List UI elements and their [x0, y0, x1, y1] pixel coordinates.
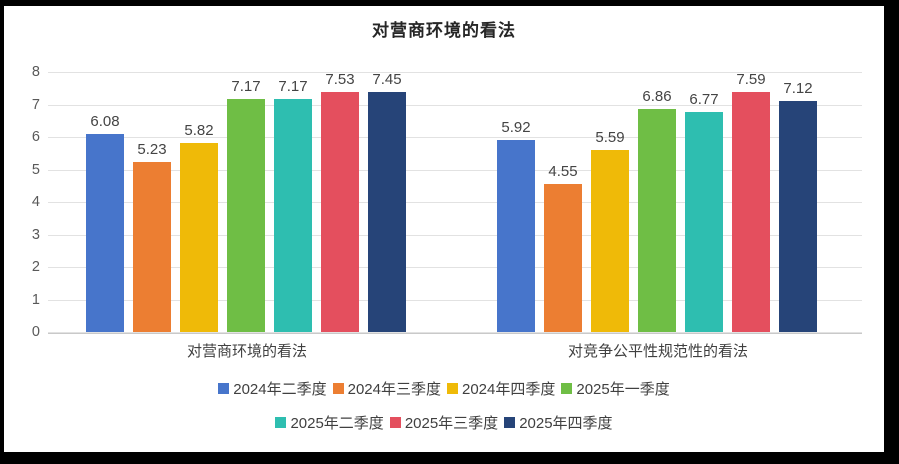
legend-label: 2025年一季度: [576, 381, 670, 398]
x-axis-label-business-environment: 对营商环境的看法: [186, 343, 307, 360]
gridline: [48, 267, 862, 268]
legend-label: 2024年四季度: [462, 381, 556, 398]
bar-2024年四季度: 5.82: [180, 72, 218, 332]
bar-rect: [732, 92, 770, 332]
bar-value-label: 7.17: [231, 77, 261, 95]
legend-item: 2025年二季度: [275, 412, 384, 433]
legend-row: 2024年二季度 2024年三季度 2024年四季度 2025年一季度: [218, 378, 670, 399]
gridline: [48, 202, 862, 203]
legend-item: 2024年四季度: [447, 378, 555, 399]
bar-rect: [368, 92, 406, 332]
plot-area: 0 1 2 3 4 5 6 7 8 6.08 5.23 5.82 7.17 7.17 7.53 7.45 5.9…: [32, 65, 862, 339]
legend-item: 2025年四季度: [504, 412, 613, 433]
bar-value-label: 5.82: [184, 121, 214, 139]
bar-rect: [133, 162, 171, 332]
bar-rect: [591, 150, 629, 332]
bar-2025年二季度: 7.17: [274, 72, 312, 332]
x-axis-labels: 对营商环境的看法 对竞争公平性规范性的看法: [48, 340, 862, 362]
legend-swatch: [447, 383, 458, 394]
y-axis-tick-label: 3: [31, 226, 40, 243]
y-axis-tick-label: 4: [31, 193, 40, 210]
chart-canvas: 对营商环境的看法 0 1 2 3 4 5 6 7 8 6.08 5.23 5.82 7.17 7.17 7.…: [4, 6, 884, 452]
legend-label: 2025年四季度: [519, 415, 613, 432]
bar-2024年四季度: 5.59: [591, 72, 629, 332]
bar-rect: [779, 100, 817, 332]
gridline: [48, 332, 862, 333]
legend-swatch: [504, 417, 516, 428]
legend-item: 2025年一季度: [561, 378, 670, 399]
y-axis-tick-label: 8: [31, 63, 40, 80]
gridline: [48, 72, 862, 73]
y-axis-tick-label: 1: [31, 291, 40, 308]
legend-label: 2024年二季度: [233, 381, 327, 398]
bar-rect: [180, 142, 218, 332]
bar-2024年三季度: 5.23: [133, 72, 171, 332]
gridline: [48, 299, 862, 301]
bar-rect: [638, 109, 676, 332]
bar-value-label: 7.53: [325, 71, 355, 88]
y-axis-tick-label: 0: [31, 323, 40, 340]
legend-swatch: [389, 417, 401, 428]
bar-rect: [685, 111, 723, 332]
bar-value-label: 7.45: [372, 71, 402, 88]
bar-2025年二季度: 6.77: [685, 72, 723, 332]
bar-value-label: 5.92: [501, 118, 531, 136]
legend: 2024年二季度 2024年三季度 2024年四季度 2025年一季度 2025年二季度…: [4, 378, 884, 433]
bar-rect: [227, 98, 265, 332]
bar-2024年三季度: 4.55: [544, 72, 582, 332]
bar-rect: [544, 184, 582, 332]
bar-2025年一季度: 7.17: [227, 72, 265, 332]
bar-value-label: 7.12: [783, 79, 813, 97]
bar-2025年四季度: 7.45: [368, 72, 406, 332]
y-axis-tick-label: 7: [31, 96, 40, 113]
legend-item: 2024年三季度: [332, 378, 441, 399]
y-axis-tick-label: 6: [31, 128, 40, 145]
legend-swatch: [218, 383, 230, 394]
gridline: [48, 137, 862, 138]
gridline: [48, 234, 862, 236]
legend-item: 2024年二季度: [218, 378, 327, 399]
bar-rect: [274, 98, 312, 332]
gridline: [48, 169, 862, 171]
legend-swatch: [332, 383, 344, 394]
bar-2025年一季度: 6.86: [638, 72, 676, 332]
bar-2025年四季度: 7.12: [779, 72, 817, 332]
legend-label: 2025年二季度: [290, 415, 384, 432]
legend-swatch: [561, 383, 573, 394]
bar-value-label: 5.23: [137, 141, 167, 159]
chart-title: 对营商环境的看法: [372, 21, 516, 40]
bar-value-label: 6.08: [90, 113, 120, 131]
bar-value-label: 6.86: [642, 88, 672, 106]
bar-rect: [321, 92, 359, 332]
bar-value-label: 4.55: [548, 163, 578, 181]
bar-value-label: 7.17: [278, 77, 308, 95]
bar-2025年三季度: 7.59: [732, 72, 770, 332]
bar-2025年三季度: 7.53: [321, 72, 359, 332]
legend-swatch: [275, 417, 287, 428]
legend-item: 2025年三季度: [389, 412, 499, 433]
gridline: [48, 104, 862, 106]
bar-value-label: 5.59: [595, 129, 625, 147]
bar-group: 5.92 4.55 5.59 6.86 6.77 7.59 7.12: [497, 72, 817, 332]
bar-value-label: 7.59: [736, 71, 766, 88]
x-axis-label-competition-fairness: 对竞争公平性规范性的看法: [567, 343, 748, 360]
bar-value-label: 6.77: [689, 90, 719, 108]
bar-2024年二季度: 5.92: [497, 72, 535, 332]
bar-rect: [86, 134, 124, 332]
legend-label: 2025年三季度: [404, 415, 499, 432]
legend-row: 2025年二季度 2025年三季度 2025年四季度: [275, 412, 613, 433]
bar-rect: [497, 139, 535, 332]
bar-group: 6.08 5.23 5.82 7.17 7.17 7.53 7.45: [86, 72, 406, 332]
y-axis-tick-label: 2: [31, 258, 40, 275]
bar-2024年二季度: 6.08: [86, 72, 124, 332]
legend-label: 2024年三季度: [347, 381, 441, 398]
y-axis-tick-label: 5: [31, 161, 40, 178]
